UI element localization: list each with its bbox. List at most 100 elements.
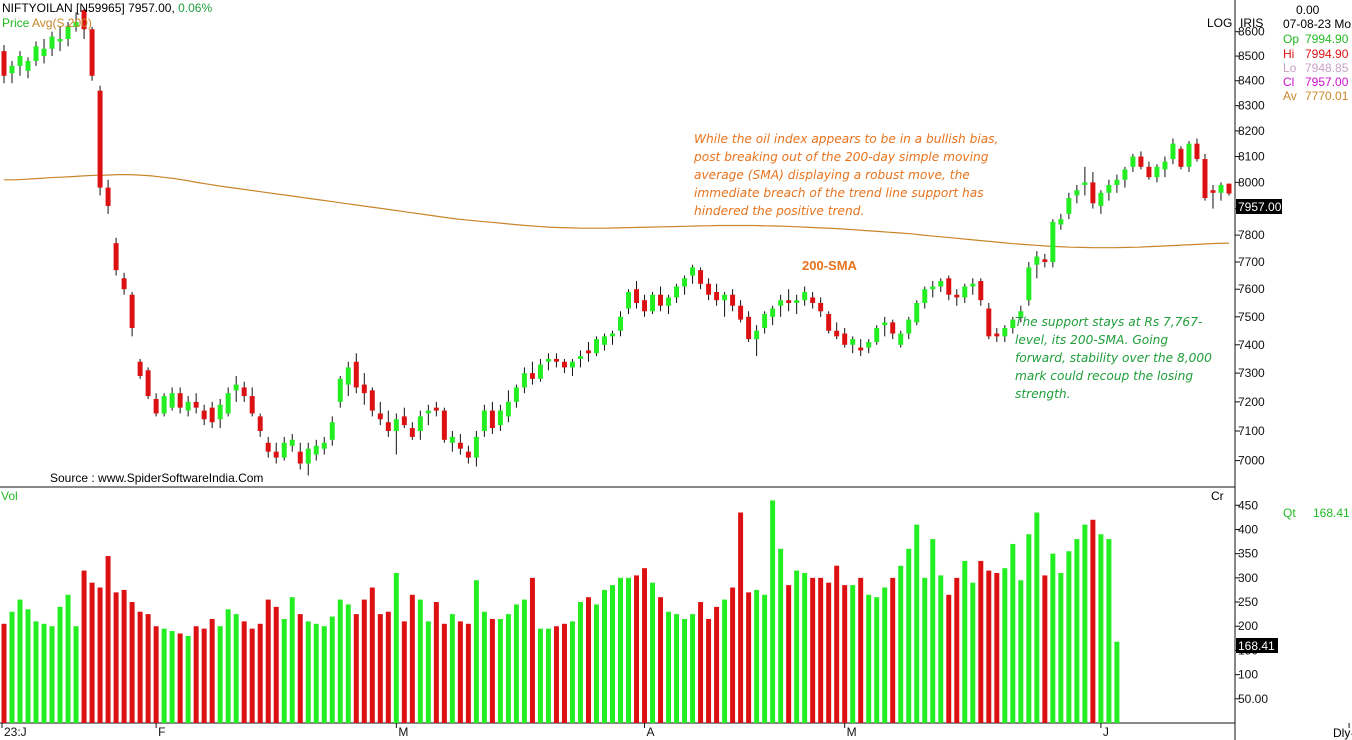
log-toggle[interactable]: LOG bbox=[1207, 16, 1233, 30]
volume-bar bbox=[393, 573, 399, 723]
volume-bar bbox=[786, 585, 792, 723]
volume-bar bbox=[561, 623, 567, 723]
candle-body bbox=[706, 283, 712, 295]
volume-bar bbox=[113, 592, 119, 723]
volume-bar bbox=[185, 635, 191, 723]
candle-body bbox=[265, 442, 271, 452]
volume-bar bbox=[409, 594, 415, 723]
volume-bar bbox=[698, 602, 704, 723]
price-legend: Price bbox=[2, 16, 30, 30]
candle-body bbox=[882, 322, 888, 326]
volume-bar bbox=[265, 599, 271, 723]
volume-bar bbox=[481, 611, 487, 723]
volume-bar bbox=[289, 597, 295, 723]
candle-body bbox=[481, 410, 487, 432]
volume-bar bbox=[81, 570, 87, 723]
volume-bar bbox=[674, 614, 680, 723]
price-tick-label: 7600 bbox=[1238, 282, 1265, 296]
candle-body bbox=[1194, 143, 1200, 160]
candle-body bbox=[89, 29, 95, 76]
volume-bar bbox=[1058, 573, 1064, 723]
volume-bar bbox=[1050, 553, 1056, 723]
volume-bar bbox=[489, 618, 495, 723]
candle-body bbox=[305, 448, 311, 464]
volume-bar bbox=[177, 633, 183, 723]
candle-body bbox=[1042, 259, 1048, 262]
top-value: 0.00 bbox=[1296, 3, 1320, 17]
volume-bar bbox=[1090, 519, 1096, 723]
volume-bar bbox=[986, 570, 992, 723]
ohlc-low: Lo 7948.85 bbox=[1283, 61, 1349, 75]
ohlc-high: Hi 7994.90 bbox=[1283, 47, 1349, 61]
candle-body bbox=[658, 294, 664, 306]
candle-body bbox=[585, 350, 591, 354]
volume-bar bbox=[217, 626, 223, 723]
candle-body bbox=[730, 294, 736, 306]
volume-bar bbox=[305, 621, 311, 723]
volume-bar bbox=[890, 577, 896, 723]
iris-toggle[interactable]: IRIS bbox=[1240, 16, 1264, 30]
time-tick-label: M bbox=[847, 725, 857, 739]
candle-body bbox=[1186, 143, 1192, 167]
price-tick-label: 7400 bbox=[1238, 338, 1265, 352]
volume-tick-label: 400 bbox=[1238, 522, 1258, 536]
candle-body bbox=[513, 387, 519, 402]
candle-body bbox=[545, 358, 551, 362]
candle-body bbox=[521, 373, 527, 388]
candle-body bbox=[1018, 311, 1024, 317]
volume-bar bbox=[850, 585, 856, 723]
candle-body bbox=[393, 419, 399, 432]
price-tick-label: 7800 bbox=[1238, 228, 1265, 242]
candle-body bbox=[249, 396, 255, 414]
candle-body bbox=[1026, 267, 1032, 301]
volume-bar bbox=[906, 548, 912, 723]
candle-body bbox=[938, 281, 944, 287]
qty-value: 168.41 bbox=[1313, 506, 1350, 520]
candle-body bbox=[914, 302, 920, 323]
volume-bar bbox=[209, 618, 215, 723]
candle-body bbox=[121, 278, 127, 290]
volume-bar bbox=[361, 599, 367, 723]
candle-body bbox=[1162, 161, 1168, 170]
candle-body bbox=[41, 48, 47, 57]
volume-bar bbox=[898, 565, 904, 723]
volume-bar bbox=[17, 599, 23, 723]
candle-body bbox=[505, 401, 511, 417]
candle-body bbox=[81, 10, 87, 30]
volume-bar bbox=[954, 577, 960, 723]
candle-body bbox=[858, 347, 864, 351]
volume-bar bbox=[377, 614, 383, 723]
candle-body bbox=[714, 291, 720, 301]
candle-body bbox=[33, 46, 39, 61]
volume-bar bbox=[201, 628, 207, 723]
candle-body bbox=[682, 278, 688, 287]
candle-body bbox=[337, 378, 343, 402]
candle-body bbox=[73, 22, 79, 27]
price-candles bbox=[1, 7, 1232, 476]
volume-bar bbox=[970, 582, 976, 723]
candle-body bbox=[409, 428, 415, 437]
volume-bar bbox=[634, 575, 639, 723]
candle-body bbox=[1034, 256, 1040, 265]
volume-bar bbox=[770, 500, 776, 723]
volume-bar bbox=[658, 597, 664, 723]
volume-bar bbox=[866, 594, 872, 723]
candle-body bbox=[746, 316, 752, 340]
volume-bar bbox=[1114, 641, 1120, 723]
sma-200-path bbox=[4, 174, 1230, 249]
volume-bar bbox=[994, 573, 1000, 723]
price-tick-label: 8200 bbox=[1238, 124, 1265, 138]
volume-bar bbox=[1, 623, 7, 723]
candle-body bbox=[618, 316, 623, 331]
candle-body bbox=[1002, 327, 1008, 337]
volume-bar bbox=[65, 594, 71, 723]
volume-bar bbox=[273, 606, 279, 723]
volume-tick-label: 450 bbox=[1238, 498, 1258, 512]
volume-bar bbox=[746, 592, 752, 723]
candle-body bbox=[922, 289, 928, 303]
candle-body bbox=[874, 327, 880, 342]
candle-body bbox=[273, 451, 279, 458]
periodicity-label[interactable]: Dly bbox=[1333, 726, 1351, 740]
candle-body bbox=[377, 413, 383, 420]
